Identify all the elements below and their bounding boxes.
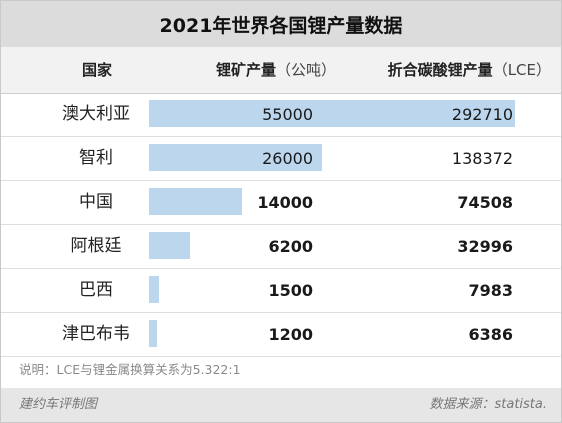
table-row: 巴西 1500 7983 xyxy=(1,269,561,313)
header-mine-unit: （公吨） xyxy=(275,61,336,79)
mine-value-cell: 14000 xyxy=(257,193,313,212)
lce-value-cell: 138372 xyxy=(451,149,513,168)
mine-bar xyxy=(149,144,322,171)
mine-bar xyxy=(149,188,242,215)
header-country: 国家 xyxy=(81,61,112,79)
lce-value-cell: 7983 xyxy=(468,281,513,300)
country-cell: 津巴布韦 xyxy=(62,324,130,344)
lce-value-cell: 32996 xyxy=(457,237,513,256)
lce-value-cell: 292710 xyxy=(451,105,513,124)
table-row: 中国 14000 74508 xyxy=(1,181,561,225)
country-cell: 智利 xyxy=(79,148,113,168)
mine-value-cell: 6200 xyxy=(268,237,313,256)
mine-value-cell: 1200 xyxy=(268,325,313,344)
mine-bar xyxy=(149,100,515,127)
mine-bar xyxy=(149,320,157,347)
country-cell: 阿根廷 xyxy=(70,236,122,256)
table-header: 国家 锂矿产量（公吨） 折合碳酸锂产量（LCE） xyxy=(1,47,561,94)
mine-value-cell: 1500 xyxy=(268,281,313,300)
header-mine-production: 锂矿产量（公吨） xyxy=(216,47,336,93)
footer-credit: 建约车评制图 xyxy=(19,397,98,412)
table-body: 澳大利亚 55000 292710 智利 26000 138372 中国 14000 74508… xyxy=(1,93,561,357)
mine-bar xyxy=(149,232,190,259)
table-row: 津巴布韦 1200 6386 xyxy=(1,313,561,357)
header-lce-unit: （LCE） xyxy=(492,61,551,79)
footer-source: 数据来源：statista. xyxy=(429,397,547,412)
note-text: 说明：LCE与锂金属换算关系为5.322:1 xyxy=(19,362,241,377)
country-cell: 中国 xyxy=(79,192,113,212)
lce-value-cell: 6386 xyxy=(468,325,513,344)
mine-value-cell: 26000 xyxy=(262,149,313,168)
country-cell: 澳大利亚 xyxy=(62,104,130,124)
table-row: 阿根廷 6200 32996 xyxy=(1,225,561,269)
header-mine-label: 锂矿产量 xyxy=(215,61,276,79)
country-cell: 巴西 xyxy=(79,280,113,300)
header-lce-production: 折合碳酸锂产量（LCE） xyxy=(388,47,551,93)
table-row: 澳大利亚 55000 292710 xyxy=(1,93,561,137)
footer: 建约车评制图 数据来源：statista. xyxy=(1,388,561,422)
table-row: 智利 26000 138372 xyxy=(1,137,561,181)
table-title: 2021年世界各国锂产量数据 xyxy=(1,1,561,47)
lce-value-cell: 74508 xyxy=(457,193,513,212)
mine-bar xyxy=(149,276,159,303)
header-lce-label: 折合碳酸锂产量 xyxy=(387,61,493,79)
mine-value-cell: 55000 xyxy=(262,105,313,124)
